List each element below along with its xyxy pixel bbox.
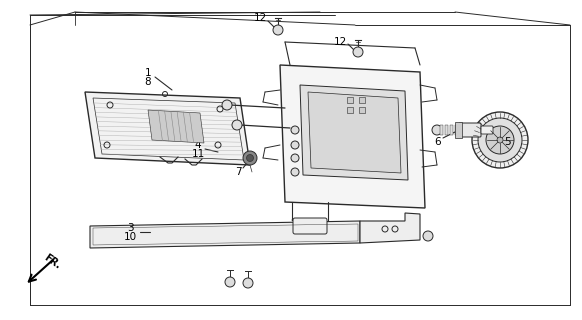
Circle shape <box>472 112 528 168</box>
Text: 5: 5 <box>505 137 512 147</box>
Circle shape <box>478 118 522 162</box>
Bar <box>455 122 462 138</box>
Bar <box>450 125 453 135</box>
Text: FR.: FR. <box>42 253 62 271</box>
Circle shape <box>291 168 299 176</box>
Circle shape <box>291 126 299 134</box>
Circle shape <box>247 155 254 162</box>
Circle shape <box>432 125 442 135</box>
Polygon shape <box>300 85 408 180</box>
Text: 12: 12 <box>253 13 267 23</box>
Bar <box>359 97 365 103</box>
FancyBboxPatch shape <box>481 126 493 134</box>
Circle shape <box>273 25 283 35</box>
Circle shape <box>222 100 232 110</box>
Circle shape <box>243 151 257 165</box>
Bar <box>455 125 458 135</box>
Circle shape <box>232 120 242 130</box>
Text: 7: 7 <box>235 167 242 177</box>
Circle shape <box>353 47 363 57</box>
Circle shape <box>497 137 503 143</box>
Text: 3: 3 <box>127 223 133 233</box>
Text: 12: 12 <box>333 37 347 47</box>
Polygon shape <box>85 92 250 165</box>
Polygon shape <box>360 213 420 243</box>
Text: 2: 2 <box>377 100 384 110</box>
Bar <box>359 107 365 113</box>
Text: 6: 6 <box>435 137 441 147</box>
Circle shape <box>486 126 514 154</box>
Polygon shape <box>308 92 401 173</box>
Polygon shape <box>148 110 204 143</box>
FancyBboxPatch shape <box>293 218 327 234</box>
Polygon shape <box>280 65 425 208</box>
Text: 10: 10 <box>123 232 137 242</box>
Text: 4: 4 <box>195 140 201 150</box>
Circle shape <box>225 277 235 287</box>
Bar <box>347 97 353 103</box>
Text: 1: 1 <box>145 68 151 78</box>
Circle shape <box>291 141 299 149</box>
Polygon shape <box>90 221 360 248</box>
Text: 8: 8 <box>145 77 151 87</box>
FancyBboxPatch shape <box>459 123 481 137</box>
Text: 9: 9 <box>377 109 384 119</box>
Text: 11: 11 <box>191 149 205 159</box>
Bar <box>347 107 353 113</box>
Circle shape <box>423 231 433 241</box>
Circle shape <box>291 154 299 162</box>
Bar <box>445 125 448 135</box>
Circle shape <box>243 278 253 288</box>
Bar <box>460 125 463 135</box>
Bar <box>440 125 443 135</box>
